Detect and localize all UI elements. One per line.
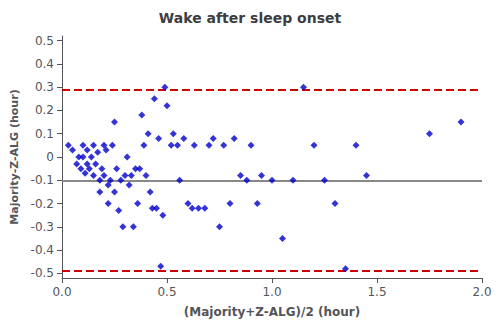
svg-text:0.5: 0.5 bbox=[157, 285, 176, 299]
svg-text:1.0: 1.0 bbox=[262, 285, 281, 299]
svg-text:Majority-Z-ALG (hour): Majority-Z-ALG (hour) bbox=[8, 89, 21, 224]
svg-text:0.1: 0.1 bbox=[35, 127, 54, 141]
svg-text:(Majority+Z-ALG)/2 (hour): (Majority+Z-ALG)/2 (hour) bbox=[184, 305, 360, 319]
svg-text:-0.1: -0.1 bbox=[31, 173, 54, 187]
svg-text:0.2: 0.2 bbox=[35, 103, 54, 117]
svg-text:0.4: 0.4 bbox=[35, 57, 54, 71]
svg-text:0.0: 0.0 bbox=[52, 285, 71, 299]
svg-text:-0.2: -0.2 bbox=[31, 197, 54, 211]
svg-text:2.0: 2.0 bbox=[472, 285, 491, 299]
svg-text:-0.3: -0.3 bbox=[31, 220, 54, 234]
svg-text:0: 0 bbox=[46, 150, 54, 164]
svg-text:-0.5: -0.5 bbox=[31, 266, 54, 280]
svg-text:0.5: 0.5 bbox=[35, 34, 54, 48]
svg-text:1.5: 1.5 bbox=[367, 285, 386, 299]
svg-text:Wake after sleep onset: Wake after sleep onset bbox=[159, 10, 342, 26]
svg-text:0.3: 0.3 bbox=[35, 80, 54, 94]
svg-text:-0.4: -0.4 bbox=[31, 243, 54, 257]
